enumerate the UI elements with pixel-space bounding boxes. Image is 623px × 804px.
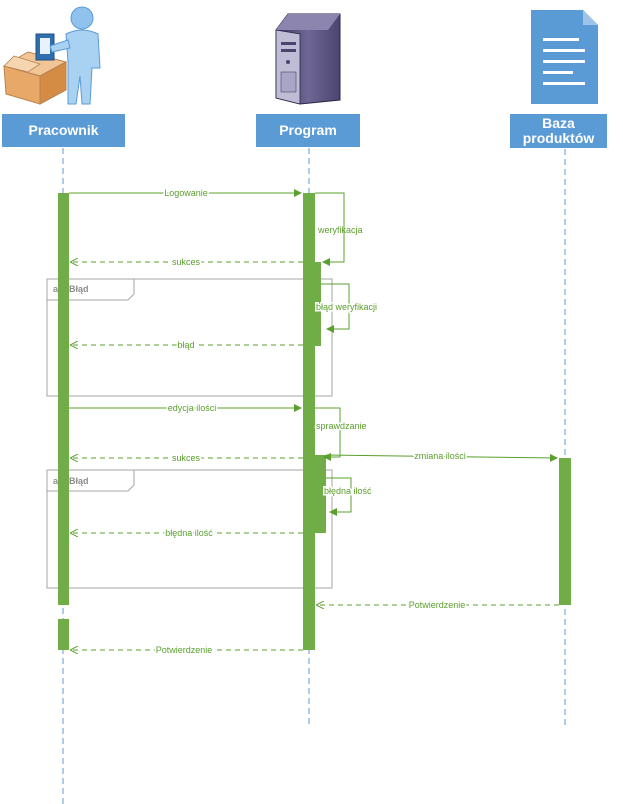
participant-pracownik-header: Pracownik	[2, 114, 125, 147]
message-bledna-ilosc-self: błędna ilość	[323, 477, 374, 516]
message-sukces-2: sukces	[71, 452, 303, 465]
document-icon	[531, 10, 598, 104]
message-sukces-2-label: sukces	[172, 453, 201, 463]
alt-fragment-2-label: alt: Błąd	[53, 476, 89, 486]
activation-program-nested-2	[314, 455, 326, 533]
message-bledna-ilosc: błędna ilość	[71, 527, 303, 540]
activation-baza	[559, 458, 571, 605]
alt-fragment-1: alt: Błąd	[46, 278, 333, 397]
message-potwierdzenie-2: Potwierdzenie	[71, 644, 303, 657]
participant-program-header: Program	[256, 114, 360, 147]
server-tower-icon	[275, 13, 341, 105]
message-logowanie-label: Logowanie	[164, 188, 208, 198]
message-zmiana-ilosci: zmiana ilości	[325, 450, 558, 463]
message-bledna-ilosc-label: błędna ilość	[165, 528, 213, 538]
message-weryfikacja: weryfikacja	[315, 192, 363, 266]
message-blad-weryfikacji-label: błąd weryfikacji	[316, 302, 377, 312]
message-blad-weryfikacji: błąd weryfikacji	[315, 283, 379, 333]
message-blad-label: błąd	[177, 340, 194, 350]
message-sprawdzanie-label: sprawdzanie	[316, 421, 367, 431]
message-potwierdzenie-1-label: Potwierdzenie	[409, 600, 466, 610]
message-edycja-ilosci: edycja ilości	[69, 402, 302, 415]
activation-pracownik-2	[58, 619, 69, 650]
message-potwierdzenie-2-label: Potwierdzenie	[156, 645, 213, 655]
participant-baza-header: Baza produktów	[510, 114, 607, 148]
activation-program-main	[303, 193, 315, 650]
activation-program-nested-1	[311, 262, 321, 346]
message-zmiana-ilosci-label: zmiana ilości	[414, 451, 466, 461]
message-sprawdzanie: sprawdzanie	[315, 407, 368, 461]
message-sukces-1-label: sukces	[172, 257, 201, 267]
worker-with-box-icon	[2, 6, 101, 105]
message-bledna-ilosc-self-label: błędna ilość	[324, 486, 372, 496]
message-logowanie: Logowanie	[69, 187, 302, 200]
message-weryfikacja-label: weryfikacja	[317, 225, 363, 235]
message-potwierdzenie-1: Potwierdzenie	[317, 599, 559, 612]
activation-pracownik-1	[58, 193, 69, 605]
message-edycja-ilosci-label: edycja ilości	[168, 403, 217, 413]
message-sukces-1: sukces	[71, 256, 303, 269]
message-blad: błąd	[71, 339, 303, 352]
alt-fragment-1-label: alt: Błąd	[53, 284, 89, 294]
